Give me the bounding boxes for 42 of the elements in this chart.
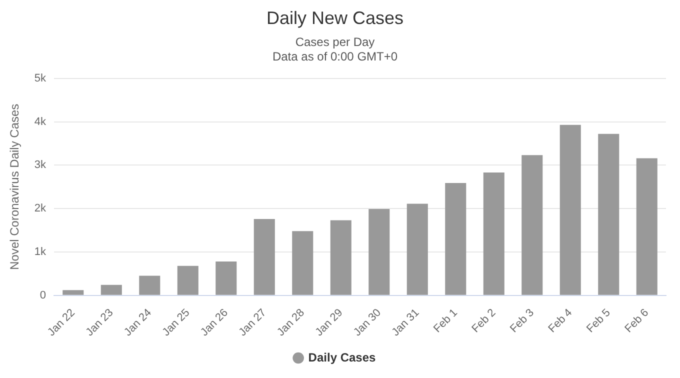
bar [292,231,314,295]
y-tick-label: 1k [34,246,47,258]
x-tick-label: Feb 1 [432,306,460,336]
bar [445,182,466,295]
bar [483,172,504,295]
y-tick-label: 2k [34,202,47,215]
bar [139,276,160,295]
bar [368,208,390,295]
y-tick-label: 3k [34,159,47,172]
chart-title: Daily New Cases [266,8,404,28]
x-tick-label: Jan 22 [46,306,78,339]
x-tick-label: Jan 30 [352,306,384,339]
bar [330,220,352,295]
x-tick-label: Feb 6 [622,306,652,336]
bar [560,124,581,295]
bar [100,284,122,295]
legend-label: Daily Cases [308,350,376,364]
y-tick-label: 4k [34,116,47,128]
x-tick-label: Jan 26 [198,306,230,339]
bar [177,266,198,295]
x-tick-label: Feb 5 [584,306,613,336]
x-tick-label: Jan 25 [160,306,192,339]
x-tick-label: Jan 28 [275,306,307,339]
x-tick-label: Feb 3 [508,306,536,336]
bar [406,204,428,295]
bar [62,290,84,295]
y-tick-label: 5k [34,72,47,84]
bar [522,155,543,295]
bar [216,261,237,295]
y-axis-title: Novel Coronavirus Daily Cases [8,104,22,270]
bar [636,158,658,295]
bar [254,218,275,295]
x-tick-label: Jan 31 [390,306,422,339]
x-tick-label: Jan 24 [122,306,154,339]
x-tick-label: Feb 4 [546,306,575,336]
chart-subtitle: Cases per Day Data as of 0:00 GMT+0 [272,35,398,64]
x-tick-label: Jan 23 [84,306,116,339]
x-tick-label: Feb 2 [470,306,498,336]
bar [598,134,620,295]
x-tick-label: Jan 27 [236,306,269,339]
y-tick-label: 0 [40,289,46,302]
x-tick-label: Jan 29 [313,306,346,339]
